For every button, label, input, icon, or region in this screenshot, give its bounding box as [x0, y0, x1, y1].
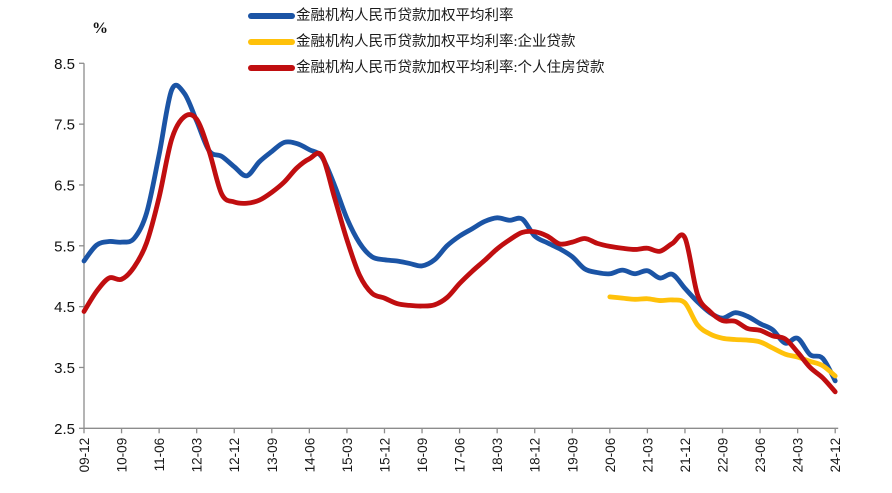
- y-axis-tick-label: 8.5: [54, 56, 75, 73]
- x-axis-tick-label: 19-09: [565, 438, 580, 473]
- x-axis-tick-label: 20-06: [603, 438, 618, 473]
- legend-item-corporate-loans: 金融机构人民币贷款加权平均利率:企业贷款: [248, 29, 605, 55]
- x-axis-tick-label: 16-09: [415, 438, 430, 473]
- legend-item-overall-rate: 金融机构人民币贷款加权平均利率: [248, 3, 605, 29]
- y-axis-tick-label: 5.5: [54, 238, 75, 255]
- legend-item-housing-loans: 金融机构人民币贷款加权平均利率:个人住房贷款: [248, 55, 605, 81]
- y-axis-tick-label: 3.5: [54, 360, 75, 377]
- x-axis-tick-label: 13-09: [265, 438, 280, 473]
- x-axis-tick-label: 14-06: [302, 438, 317, 473]
- x-axis-tick-label: 18-03: [490, 438, 505, 473]
- legend-swatch-yellow: [248, 39, 295, 45]
- x-axis-tick-label: 21-03: [640, 438, 655, 473]
- legend-swatch-blue: [248, 13, 295, 19]
- y-axis-tick-label: 2.5: [54, 421, 75, 438]
- legend-label-overall-rate: 金融机构人民币贷款加权平均利率: [296, 7, 514, 24]
- x-axis-tick-label: 12-12: [227, 438, 242, 473]
- legend-label-housing-loans: 金融机构人民币贷款加权平均利率:个人住房贷款: [296, 59, 605, 76]
- x-axis-tick-label: 15-12: [377, 438, 392, 473]
- legend: 金融机构人民币贷款加权平均利率 金融机构人民币贷款加权平均利率:企业贷款 金融机…: [248, 3, 605, 81]
- y-axis-tick-label: 7.5: [54, 117, 75, 134]
- legend-swatch-red: [248, 65, 295, 71]
- x-axis-tick-label: 22-09: [716, 438, 731, 473]
- y-axis-tick-label: 4.5: [54, 299, 75, 316]
- x-axis-tick-label: 24-03: [791, 438, 806, 473]
- x-axis-tick-label: 10-09: [115, 438, 130, 473]
- y-axis-tick-label: 6.5: [54, 177, 75, 194]
- x-axis-tick-label: 11-06: [152, 438, 167, 472]
- x-axis-tick-label: 18-12: [528, 438, 543, 473]
- x-axis-tick-label: 15-03: [340, 438, 355, 473]
- x-axis-tick-label: 23-06: [753, 438, 768, 473]
- legend-label-corporate-loans: 金融机构人民币贷款加权平均利率:企业贷款: [296, 33, 576, 50]
- y-axis-unit-label: %: [92, 20, 108, 37]
- series-line-red: [81, 112, 838, 395]
- x-axis-tick-label: 12-03: [190, 438, 205, 473]
- x-axis-tick-label: 21-12: [678, 438, 693, 473]
- x-axis-tick-label: 17-06: [453, 438, 468, 473]
- x-axis-tick-label: 24-12: [828, 438, 843, 473]
- x-axis-tick-label: 09-12: [77, 438, 92, 473]
- series-line-yellow: [607, 294, 838, 379]
